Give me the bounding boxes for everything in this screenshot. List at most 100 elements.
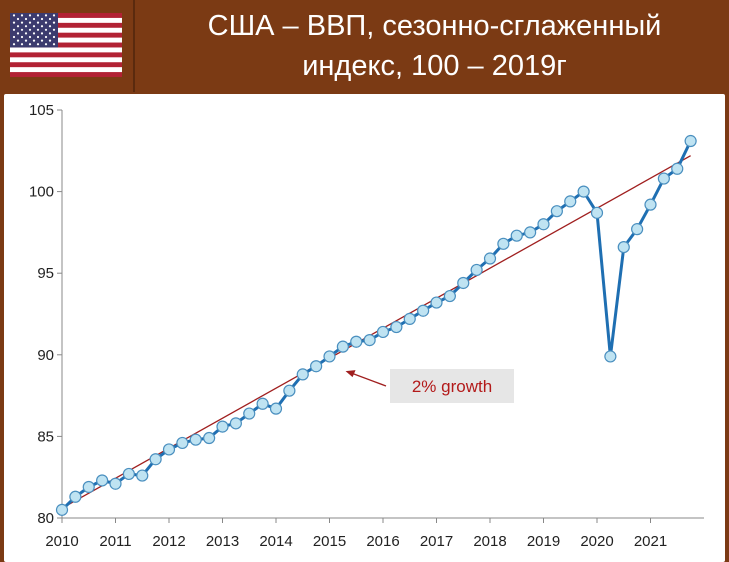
- data-point: [269, 402, 283, 415]
- flag-star: [40, 32, 44, 35]
- flag-star: [32, 25, 36, 28]
- data-point: [577, 185, 590, 198]
- data-point: [550, 205, 563, 218]
- header-divider: [133, 0, 135, 92]
- data-point: [69, 490, 82, 503]
- flag-star: [32, 39, 36, 42]
- data-point: [176, 436, 189, 450]
- flag-star: [20, 14, 24, 17]
- flag-star: [40, 39, 44, 42]
- data-point: [243, 407, 256, 420]
- header: США – ВВП, сезонно-сглаженный индекс, 10…: [0, 0, 729, 92]
- x-tick-label: 2015: [313, 533, 346, 550]
- flag-star: [36, 43, 40, 46]
- flag-star: [44, 21, 48, 24]
- data-point: [657, 172, 670, 185]
- data-point: [310, 360, 323, 373]
- annotation-arrow-line: [351, 372, 387, 387]
- us-flag-graphic: [10, 13, 122, 77]
- data-point: [564, 195, 577, 208]
- x-tick-label: 2017: [420, 533, 453, 550]
- data-point: [256, 397, 269, 410]
- data-point: [109, 477, 122, 490]
- flag-star: [28, 35, 32, 39]
- flag-star: [28, 14, 32, 17]
- flag-star: [36, 35, 40, 39]
- annotation-box: [390, 369, 514, 403]
- data-point: [363, 334, 376, 347]
- x-tick-label: 2014: [259, 533, 292, 550]
- y-tick-label: 80: [37, 510, 54, 527]
- data-point: [55, 503, 69, 516]
- chart-title: США – ВВП, сезонно-сглаженный индекс, 10…: [140, 6, 729, 86]
- annotation-arrow-head: [345, 370, 356, 378]
- flag-star: [12, 28, 16, 31]
- flag-star: [44, 43, 48, 46]
- y-tick-label: 100: [29, 184, 54, 201]
- data-point: [537, 218, 550, 231]
- y-tick-label: 105: [29, 102, 54, 119]
- data-point: [136, 469, 149, 482]
- y-tick-label: 95: [37, 265, 54, 282]
- data-point: [149, 453, 162, 466]
- flag-star: [48, 25, 52, 28]
- flag-star: [24, 17, 28, 21]
- data-point: [497, 237, 510, 250]
- data-point: [283, 384, 296, 397]
- data-point: [336, 340, 349, 353]
- data-point: [483, 252, 497, 265]
- data-point: [457, 276, 470, 290]
- data-point: [229, 417, 242, 430]
- data-point: [510, 229, 523, 242]
- flag-star: [24, 32, 28, 35]
- flag-star: [12, 14, 16, 17]
- x-tick-label: 2018: [473, 533, 506, 550]
- flag-star: [48, 39, 52, 42]
- flag-star: [16, 39, 20, 42]
- x-tick-label: 2012: [152, 533, 185, 550]
- data-point: [323, 350, 336, 363]
- data-point: [684, 134, 697, 148]
- flag-star: [36, 14, 40, 17]
- flag-star: [20, 21, 24, 24]
- data-point: [604, 350, 617, 363]
- flag-star: [44, 35, 48, 39]
- data-point: [590, 206, 604, 219]
- us-flag-icon: [10, 13, 122, 77]
- data-point: [644, 198, 657, 211]
- flag-star: [16, 17, 20, 21]
- flag-star: [32, 32, 36, 35]
- flag-star: [52, 21, 56, 24]
- flag-star: [52, 43, 56, 46]
- flag-star: [52, 28, 56, 31]
- flag-star: [32, 17, 36, 21]
- flag-star: [12, 35, 16, 39]
- y-tick-label: 85: [37, 428, 54, 445]
- flag-star: [20, 28, 24, 31]
- flag-star: [52, 35, 56, 39]
- flag-star: [48, 32, 52, 35]
- data-point: [216, 420, 229, 433]
- flag-star: [44, 14, 48, 17]
- flag-star: [12, 21, 16, 24]
- data-point: [617, 240, 630, 254]
- x-tick-label: 2016: [366, 533, 399, 550]
- flag-star: [24, 39, 28, 42]
- flag-star: [44, 28, 48, 31]
- flag-star: [28, 43, 32, 46]
- data-point: [443, 289, 456, 303]
- data-point: [162, 443, 176, 456]
- data-point: [403, 312, 416, 325]
- plot-panel: 80 85 90 95 100 105 2010 2011 2012 2013 2014 2015 20…: [4, 94, 725, 562]
- data-point: [470, 263, 483, 277]
- data-point: [430, 296, 443, 309]
- flag-star: [28, 21, 32, 24]
- data-point: [122, 467, 135, 481]
- flag-star: [20, 35, 24, 39]
- data-point: [203, 431, 216, 445]
- flag-star: [36, 21, 40, 24]
- data-point: [82, 480, 95, 494]
- data-point: [376, 325, 390, 339]
- data-point: [96, 474, 109, 487]
- gdp-line-chart: 80 85 90 95 100 105 2010 2011 2012 2013 2014 2015 20…: [29, 102, 704, 550]
